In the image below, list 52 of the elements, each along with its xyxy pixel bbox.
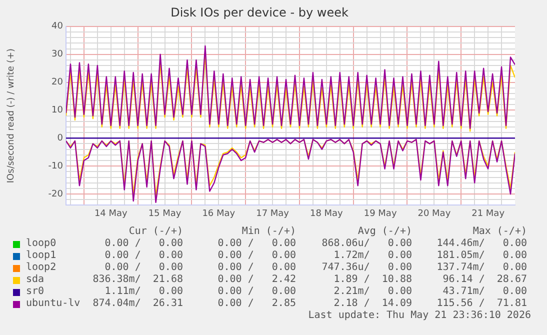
text: 0.00 / 0.00 xyxy=(218,238,296,250)
text: 0.00 / 0.00 xyxy=(218,250,296,262)
text: 43.71m/ 0.00 xyxy=(442,286,527,298)
x-tick-label: 21 May xyxy=(472,208,506,219)
text: Last update: Thu May 21 23:36:10 2026 xyxy=(308,310,531,322)
text: 0.00 / 0.00 xyxy=(104,262,183,274)
text: 2.21m/ 0.00 xyxy=(334,286,412,298)
y-tick-label: 20 xyxy=(52,78,64,88)
x-tick-label: 17 May xyxy=(256,208,290,219)
x-tick-label: 20 May xyxy=(418,208,452,219)
y-tick-label: 30 xyxy=(52,50,64,60)
text: 0.00 / 2.42 xyxy=(218,274,296,286)
y-tick-label: -10 xyxy=(48,161,64,172)
text: 0.00 / 0.00 xyxy=(218,262,296,274)
x-tick-label: 19 May xyxy=(364,208,398,219)
text: 874.04m/ 26.31 xyxy=(92,298,183,310)
text: 115.56 / 71.81 xyxy=(436,298,527,310)
text: Min (-/+) xyxy=(242,226,296,238)
y-tick-label: 10 xyxy=(52,106,64,116)
x-tick-label: 14 May xyxy=(94,208,128,219)
text: 181.05m/ 0.00 xyxy=(436,250,527,262)
chart-title: Disk IOs per device - by week xyxy=(170,5,348,20)
text: 137.74m/ 0.00 xyxy=(436,262,527,274)
legend-label: ubuntu-lv xyxy=(26,298,80,310)
text: 1.11m/ 0.00 xyxy=(104,286,183,298)
legend-label: sr0 xyxy=(26,286,44,298)
text: Cur (-/+) xyxy=(128,226,183,238)
text: 0.00 / 0.00 xyxy=(218,286,296,298)
y-tick-label: 40 xyxy=(52,22,64,32)
x-tick-label: 18 May xyxy=(310,208,344,219)
y-tick-label: 0 xyxy=(57,133,64,144)
text: 1.89 / 10.88 xyxy=(334,274,412,286)
x-tick-label: 15 May xyxy=(148,208,182,219)
text: 1.72m/ 0.00 xyxy=(334,250,412,262)
text: 868.06u/ 0.00 xyxy=(322,238,412,250)
text: 836.38m/ 21.68 xyxy=(92,274,183,286)
text: 747.36u/ 0.00 xyxy=(322,262,412,274)
legend-label: loop2 xyxy=(26,262,56,274)
x-tick-label: 16 May xyxy=(202,208,236,219)
text: 96.14 / 28.67 xyxy=(442,274,527,286)
text: 0.00 / 0.00 xyxy=(104,250,183,262)
legend-label: loop0 xyxy=(26,238,56,250)
text: 144.46m/ 0.00 xyxy=(436,238,527,250)
y-axis-title: IOs/second read (-) / write (+) xyxy=(6,48,17,184)
text: Max (-/+) xyxy=(472,226,527,238)
text: 2.18 / 14.09 xyxy=(334,298,412,310)
legend-label: sda xyxy=(26,274,44,286)
text: 0.00 / 0.00 xyxy=(104,238,183,250)
text: Avg (-/+) xyxy=(358,226,412,238)
text: 0.00 / 2.85 xyxy=(218,298,296,310)
y-tick-label: -20 xyxy=(48,189,64,200)
legend-label: loop1 xyxy=(26,250,56,262)
